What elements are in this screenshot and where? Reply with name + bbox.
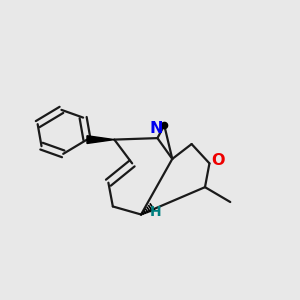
Text: N: N	[149, 121, 163, 136]
Text: H: H	[150, 205, 162, 218]
Polygon shape	[87, 136, 114, 143]
Text: O: O	[212, 154, 225, 169]
